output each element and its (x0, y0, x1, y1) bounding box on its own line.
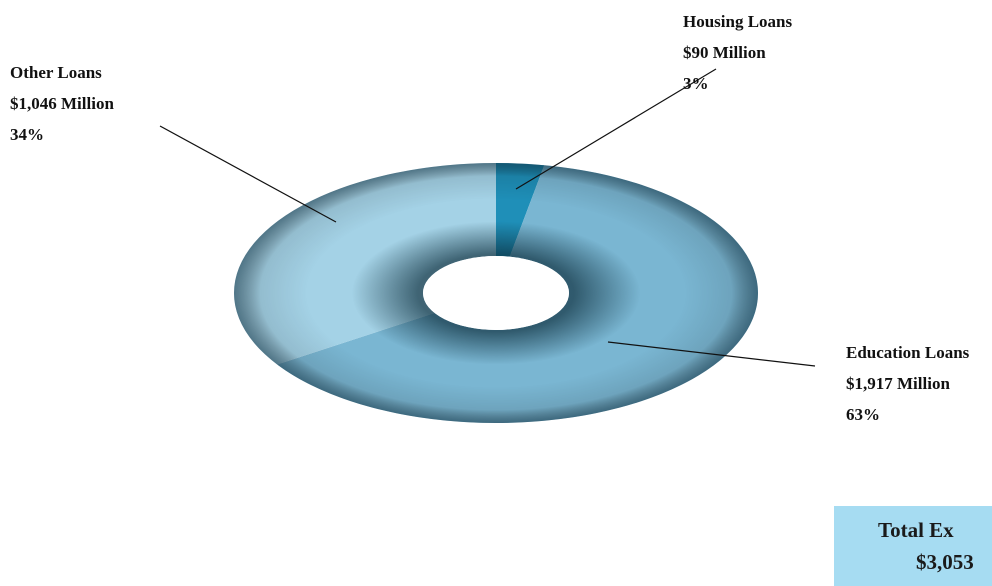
donut-hole (423, 256, 569, 330)
slice-percent: 34% (10, 125, 44, 144)
leader-line (159, 125, 337, 223)
leader-line (607, 341, 816, 367)
slice-percent: 3% (683, 74, 709, 93)
slice-label: Education Loans (846, 343, 970, 362)
total-box: Total Ex $3,053 (834, 506, 992, 586)
slice-label: Housing Loans (683, 12, 793, 31)
slice-amount: $90 Million (683, 43, 766, 62)
leader-line (515, 68, 717, 190)
slice-amount: $1,046 Million (10, 94, 114, 113)
slice-percent: 63% (846, 405, 880, 424)
slice-amount: $1,917 Million (846, 374, 950, 393)
total-value: $3,053 (916, 550, 974, 574)
slice-label: Other Loans (10, 63, 102, 82)
total-label: Total Ex (878, 518, 954, 542)
